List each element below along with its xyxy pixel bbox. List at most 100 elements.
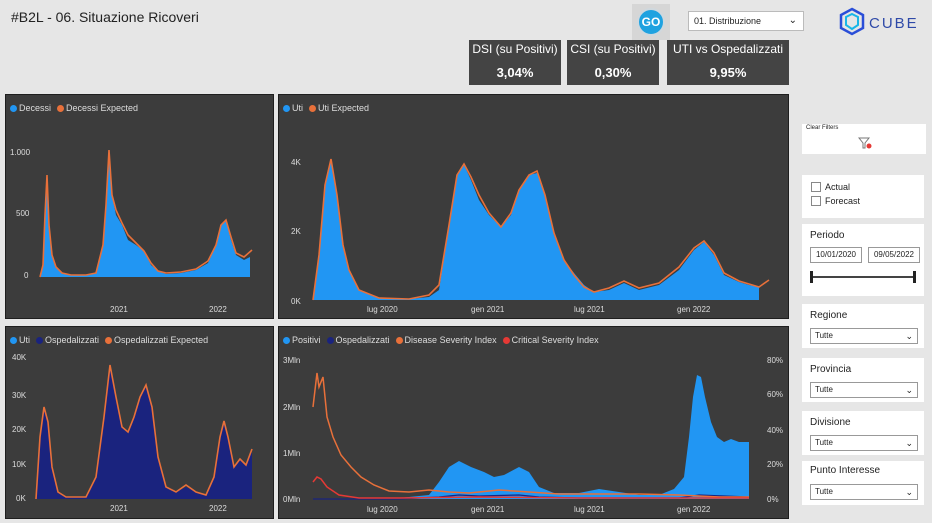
dropdown-value: Tutte bbox=[815, 331, 833, 340]
x-tick: 2021 bbox=[110, 305, 128, 314]
checkbox-label: Forecast bbox=[825, 196, 861, 206]
disease-severity-line bbox=[312, 372, 749, 498]
y2-tick: 60% bbox=[767, 390, 783, 399]
go-button[interactable]: GO bbox=[637, 8, 665, 36]
regione-slicer: Regione Tutte ⌄ bbox=[802, 304, 924, 348]
checkbox-label: Actual bbox=[825, 182, 851, 192]
chart-decessi[interactable]: Decessi Decessi Expected 1.000 500 0 202… bbox=[5, 94, 274, 319]
y-tick: 4K bbox=[291, 158, 301, 167]
clear-filters-label: Clear Filters bbox=[806, 125, 839, 131]
y-tick: 20K bbox=[12, 425, 27, 434]
y-tick: 2K bbox=[291, 227, 301, 236]
y-tick: 0K bbox=[291, 297, 301, 306]
chevron-down-icon: ⌄ bbox=[905, 331, 913, 341]
x-tick: 2022 bbox=[209, 305, 227, 314]
legend-label: Decessi bbox=[19, 103, 52, 113]
kpi-csi-card: CSI (su Positivi) 0,30% bbox=[567, 40, 659, 85]
legend-label: Ospedalizzati Expected bbox=[114, 335, 209, 345]
provincia-label: Provincia bbox=[810, 364, 852, 375]
divisione-dropdown[interactable]: Tutte ⌄ bbox=[810, 435, 918, 451]
punto-interesse-label: Punto Interesse bbox=[810, 465, 881, 476]
actual-checkbox[interactable]: Actual bbox=[811, 182, 850, 192]
periodo-to-input[interactable]: 09/05/2022 bbox=[868, 247, 920, 263]
uti-area bbox=[313, 160, 759, 300]
legend-label: Uti bbox=[19, 335, 30, 345]
legend-dot bbox=[283, 104, 290, 112]
checkbox-box[interactable] bbox=[811, 182, 821, 192]
periodo-slider-end-handle[interactable] bbox=[913, 271, 916, 283]
legend-dot bbox=[10, 336, 17, 344]
distribution-select[interactable]: 01. Distribuzione ⌄ bbox=[688, 11, 804, 31]
decessi-expected-line bbox=[39, 149, 253, 278]
kpi-value: 0,30% bbox=[594, 65, 632, 80]
legend-label: Decessi Expected bbox=[66, 103, 139, 113]
filter-clear-icon bbox=[858, 137, 872, 149]
ospedalizzati-expected-line bbox=[35, 364, 253, 500]
punto-interesse-dropdown[interactable]: Tutte ⌄ bbox=[810, 484, 918, 500]
chart-legend: Positivi Ospedalizzati Disease Severity … bbox=[283, 335, 599, 345]
periodo-slider-track[interactable] bbox=[812, 276, 914, 278]
dropdown-value: Tutte bbox=[815, 487, 833, 496]
uti-expected-line bbox=[312, 158, 770, 301]
provincia-slicer: Provincia Tutte ⌄ bbox=[802, 358, 924, 402]
legend-label: Critical Severity Index bbox=[511, 335, 599, 345]
x-tick: lug 2020 bbox=[367, 505, 398, 514]
cube-logo: CUBE bbox=[838, 6, 922, 40]
x-tick: gen 2022 bbox=[677, 505, 711, 514]
legend-dot bbox=[326, 336, 334, 344]
periodo-from-input[interactable]: 10/01/2020 bbox=[810, 247, 862, 263]
forecast-checkbox[interactable]: Forecast bbox=[811, 196, 860, 206]
x-tick: lug 2020 bbox=[367, 305, 398, 314]
chart-ospedalizzati[interactable]: Uti Ospedalizzati Ospedalizzati Expected… bbox=[5, 326, 274, 519]
legend-dot bbox=[36, 336, 43, 344]
chart-uti[interactable]: Uti Uti Expected 4K 2K 0K lug 2020 gen 2… bbox=[278, 94, 789, 319]
regione-dropdown[interactable]: Tutte ⌄ bbox=[810, 328, 918, 344]
punto-interesse-slicer: Punto Interesse Tutte ⌄ bbox=[802, 461, 924, 505]
legend-dot bbox=[10, 104, 17, 112]
dropdown-value: Tutte bbox=[815, 385, 833, 394]
y2-tick: 0% bbox=[767, 495, 779, 504]
y-tick: 0Mln bbox=[283, 495, 300, 504]
x-tick: lug 2021 bbox=[574, 305, 605, 314]
chart-legend: Uti Uti Expected bbox=[283, 103, 369, 113]
legend-label: Ospedalizzati bbox=[335, 335, 390, 345]
chart-positivi[interactable]: Positivi Ospedalizzati Disease Severity … bbox=[278, 326, 789, 519]
y-tick: 0K bbox=[16, 494, 26, 503]
y-tick: 500 bbox=[16, 209, 30, 218]
chevron-down-icon: ⌄ bbox=[905, 487, 913, 497]
decessi-area bbox=[40, 155, 250, 277]
y2-tick: 40% bbox=[767, 426, 783, 435]
clear-filters-button[interactable]: Clear Filters bbox=[802, 124, 926, 154]
y2-tick: 20% bbox=[767, 460, 783, 469]
ospedalizzati-area bbox=[36, 367, 252, 499]
chart-legend: Decessi Decessi Expected bbox=[10, 103, 138, 113]
y-tick: 2Mln bbox=[283, 403, 300, 412]
positivi-area bbox=[313, 375, 749, 499]
periodo-slider-start-handle[interactable] bbox=[810, 271, 813, 283]
critical-severity-line bbox=[312, 476, 749, 499]
x-tick: gen 2021 bbox=[471, 305, 505, 314]
kpi-dsi-card: DSI (su Positivi) 3,04% bbox=[469, 40, 561, 85]
x-tick: 2021 bbox=[110, 504, 128, 513]
periodo-label: Periodo bbox=[810, 230, 845, 241]
legend-dot bbox=[502, 336, 510, 344]
legend-dot bbox=[57, 104, 65, 112]
checkbox-box[interactable] bbox=[811, 196, 821, 206]
y2-tick: 80% bbox=[767, 356, 783, 365]
y-tick: 1.000 bbox=[10, 148, 31, 157]
logo-text: CUBE bbox=[869, 15, 919, 32]
provincia-dropdown[interactable]: Tutte ⌄ bbox=[810, 382, 918, 398]
legend-dot bbox=[309, 104, 316, 112]
chart-legend: Uti Ospedalizzati Ospedalizzati Expected bbox=[10, 335, 208, 345]
kpi-label: CSI (su Positivi) bbox=[570, 42, 656, 56]
legend-dot bbox=[283, 336, 290, 344]
y-tick: 1Mln bbox=[283, 449, 300, 458]
chevron-down-icon: ⌄ bbox=[788, 15, 797, 26]
y-tick: 30K bbox=[12, 391, 27, 400]
y-tick: 3Mln bbox=[283, 356, 300, 365]
dropdown-value: Tutte bbox=[815, 438, 833, 447]
distribution-select-value: 01. Distribuzione bbox=[694, 16, 762, 26]
periodo-slicer: Periodo 10/01/2020 09/05/2022 bbox=[802, 224, 924, 296]
legend-label: Disease Severity Index bbox=[404, 335, 497, 345]
chevron-down-icon: ⌄ bbox=[905, 438, 913, 448]
